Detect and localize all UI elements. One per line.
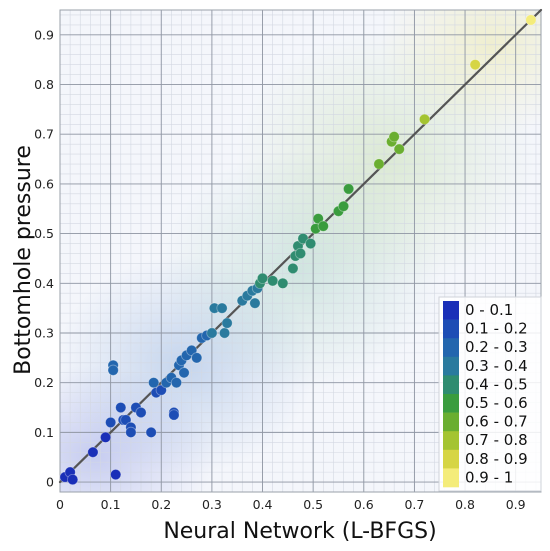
legend-label: 0.5 - 0.6 — [465, 394, 528, 412]
legend-label: 0.2 - 0.3 — [465, 338, 528, 356]
legend-label: 0.1 - 0.2 — [465, 320, 528, 338]
data-point — [277, 277, 289, 289]
x-tick-label: 0.9 — [506, 497, 526, 512]
data-point — [170, 377, 183, 389]
x-tick-label: 0.8 — [455, 497, 475, 512]
data-point — [418, 113, 431, 125]
legend-swatch — [443, 449, 459, 469]
data-point — [373, 158, 385, 170]
legend-label: 0.9 - 1 — [465, 468, 513, 486]
data-point — [155, 384, 167, 396]
data-point — [317, 220, 329, 232]
data-point — [525, 14, 537, 26]
data-point — [337, 200, 350, 212]
y-tick-label: 0.3 — [34, 325, 54, 340]
y-axis-tick-labels: 0 0.1 0.2 0.3 0.4 0.5 0.6 0.7 0.8 0.9 — [34, 27, 54, 489]
data-point — [256, 272, 269, 284]
data-point — [297, 232, 309, 245]
data-point — [168, 409, 180, 421]
legend: 0 - 0.10.1 - 0.20.2 - 0.30.3 - 0.40.4 - … — [438, 296, 542, 492]
data-point — [186, 344, 198, 356]
data-point — [216, 302, 228, 314]
legend-swatch — [443, 356, 459, 376]
data-point — [125, 426, 137, 438]
data-point — [148, 377, 160, 389]
data-point — [469, 59, 481, 71]
x-tick-label: 0.5 — [303, 497, 323, 512]
legend-swatch — [443, 338, 459, 358]
data-point — [312, 213, 324, 225]
data-point — [87, 446, 99, 458]
data-point — [135, 406, 147, 419]
legend-label: 0.7 - 0.8 — [465, 431, 528, 449]
data-point — [218, 327, 231, 339]
y-tick-label: 0.6 — [34, 176, 54, 191]
data-point — [206, 327, 218, 339]
legend-swatch — [443, 431, 459, 451]
data-point — [178, 367, 190, 379]
x-tick-label: 0.1 — [101, 497, 121, 512]
y-tick-label: 0.8 — [34, 77, 54, 92]
legend-swatch — [443, 468, 459, 488]
data-point — [221, 317, 233, 329]
data-point — [393, 143, 405, 155]
y-tick-label: 0.5 — [34, 226, 54, 241]
y-tick-label: 0 — [46, 475, 54, 490]
x-tick-label: 0.3 — [202, 497, 222, 512]
data-points — [59, 14, 537, 486]
legend-swatch — [443, 375, 459, 395]
data-point — [145, 426, 157, 438]
y-tick-label: 0.4 — [34, 276, 54, 291]
data-point — [294, 247, 307, 260]
x-axis-tick-labels: 0 0.1 0.2 0.3 0.4 0.5 0.6 0.7 0.8 0.9 — [56, 497, 526, 512]
data-point — [115, 401, 127, 414]
data-point — [342, 183, 355, 195]
legend-swatch — [443, 412, 459, 432]
x-tick-label: 0.6 — [354, 497, 374, 512]
data-point — [110, 469, 122, 481]
legend-swatch — [443, 301, 459, 320]
y-tick-label: 0.9 — [34, 27, 54, 42]
legend-label: 0.4 - 0.5 — [465, 375, 528, 393]
x-tick-label: 0 — [56, 497, 64, 512]
data-point — [99, 431, 112, 443]
x-tick-label: 0.7 — [404, 497, 424, 512]
legend-label: 0 - 0.1 — [465, 301, 513, 319]
data-point — [267, 275, 279, 287]
legend-swatch — [443, 319, 459, 339]
data-point — [287, 262, 299, 274]
data-point — [388, 131, 400, 143]
data-point — [305, 237, 317, 250]
data-point — [105, 416, 117, 429]
data-point — [107, 364, 119, 376]
data-point — [120, 414, 132, 426]
y-tick-label: 0.1 — [34, 425, 54, 440]
x-tick-label: 0.2 — [151, 497, 171, 512]
legend-label: 0.6 - 0.7 — [465, 413, 528, 431]
legend-swatch — [443, 394, 459, 413]
plot-frame — [59, 9, 542, 493]
y-axis-title: Bottomhole pressure — [11, 145, 36, 375]
y-tick-label: 0.2 — [34, 375, 54, 390]
legend-label: 0.8 - 0.9 — [465, 450, 528, 468]
x-tick-label: 0.4 — [253, 497, 273, 512]
data-point — [191, 352, 203, 364]
legend-label: 0.3 - 0.4 — [465, 357, 528, 375]
data-point — [67, 473, 79, 486]
x-axis-title: Neural Network (L-BFGS) — [163, 519, 436, 544]
y-tick-label: 0.7 — [34, 127, 54, 142]
data-point — [249, 297, 261, 309]
